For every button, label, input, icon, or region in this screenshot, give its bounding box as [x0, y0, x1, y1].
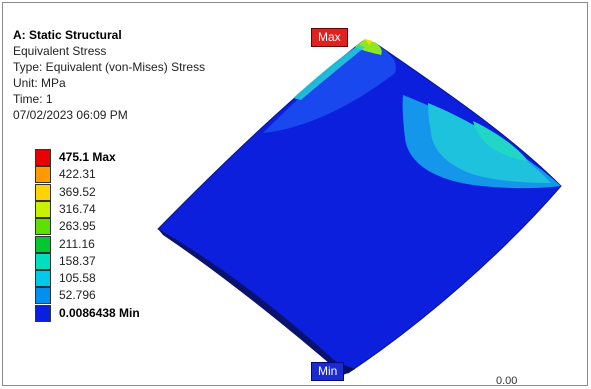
legend-swatch — [35, 149, 51, 166]
min-probe-label[interactable]: Min — [311, 362, 345, 381]
legend-swatch — [35, 235, 51, 253]
result-unit: Unit: MPa — [13, 76, 66, 90]
legend-label: 263.95 — [59, 219, 96, 234]
legend-swatch — [35, 166, 51, 184]
result-viewport[interactable]: A: Static Structural Equivalent Stress T… — [2, 2, 588, 386]
legend-label: 52.796 — [59, 288, 96, 303]
legend-swatch — [35, 304, 51, 322]
legend-label: 422.31 — [59, 167, 96, 182]
legend-swatch — [35, 252, 51, 270]
result-type: Type: Equivalent (von-Mises) Stress — [13, 60, 206, 74]
legend-label: 369.52 — [59, 184, 96, 199]
stress-patch-core — [473, 121, 528, 161]
result-time: Time: 1 — [13, 92, 53, 106]
legend-label: 316.74 — [59, 201, 96, 216]
legend-label: 475.1 Max — [59, 150, 116, 164]
blade-lower-edge — [158, 229, 348, 375]
result-name: Equivalent Stress — [13, 44, 107, 58]
max-hotspot — [355, 39, 382, 55]
analysis-title: A: Static Structural — [13, 28, 122, 42]
legend-swatch — [35, 200, 51, 218]
blade-upper-region — [263, 41, 396, 133]
contour-legend[interactable]: 475.1 Max 422.31 369.52 316.74 263.95 211.16 1… — [35, 149, 175, 324]
scale-ruler-value: 0.00 — [496, 375, 518, 386]
max-probe-label[interactable]: Max — [311, 28, 348, 47]
legend-label: 105.58 — [59, 271, 96, 286]
legend-swatch — [35, 270, 51, 288]
legend-swatch — [35, 183, 51, 201]
result-header: A: Static Structural Equivalent Stress T… — [13, 27, 205, 123]
max-hotspot-edge — [365, 39, 373, 45]
legend-label: 211.16 — [59, 236, 95, 251]
legend-swatch — [35, 218, 51, 236]
edge-band — [293, 45, 365, 100]
model-plot[interactable] — [3, 3, 587, 385]
legend-label: 158.37 — [59, 253, 96, 268]
legend-label: 0.0086438 Min — [59, 305, 140, 320]
legend-swatch — [35, 287, 51, 305]
result-datetime: 07/02/2023 06:09 PM — [13, 108, 128, 122]
